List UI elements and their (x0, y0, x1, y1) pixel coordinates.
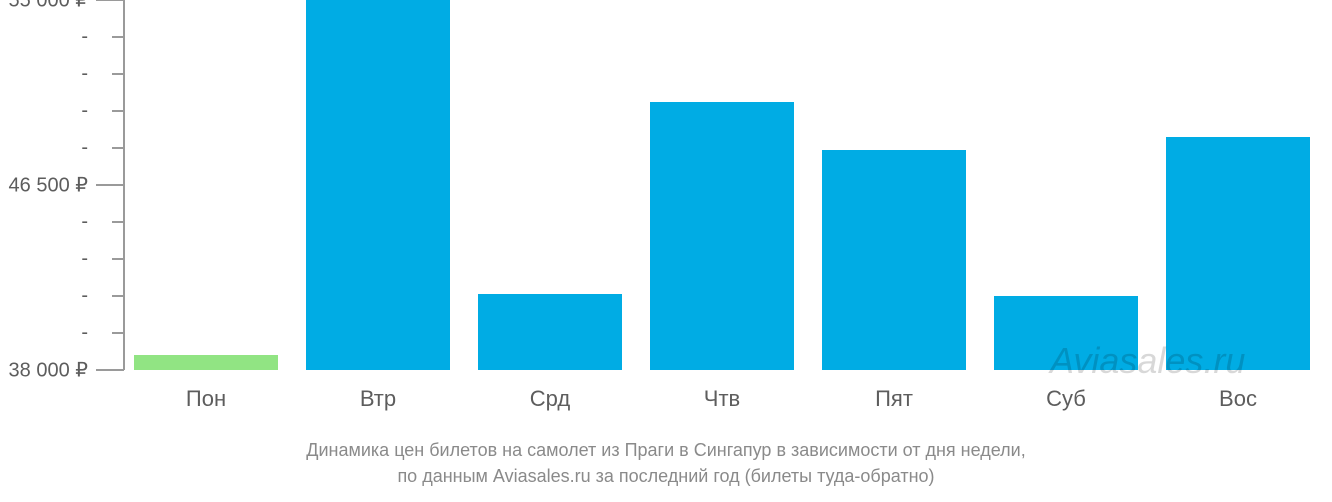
chart-caption-line1: Динамика цен билетов на самолет из Праги… (0, 440, 1332, 461)
x-label-Пят: Пят (875, 386, 913, 412)
y-minor-tick (112, 110, 124, 112)
y-minor-tick (112, 295, 124, 297)
x-label-Втр: Втр (360, 386, 396, 412)
chart-caption-line2: по данным Aviasales.ru за последний год … (0, 466, 1332, 487)
bar-Втр (306, 0, 450, 370)
y-major-tick (96, 184, 124, 186)
y-minor-label: - (81, 26, 88, 49)
x-label-Чтв: Чтв (704, 386, 740, 412)
x-label-Суб: Суб (1046, 386, 1086, 412)
y-tick-label: 38 000 ₽ (9, 358, 88, 383)
price-by-weekday-chart: 38 000 ₽ 46 500 ₽ 55 000 ₽ - - - - - - - - Пон Втр С… (0, 0, 1332, 502)
y-minor-label: - (81, 211, 88, 234)
y-minor-tick (112, 36, 124, 38)
x-label-Вос: Вос (1219, 386, 1257, 412)
y-minor-label: - (81, 285, 88, 308)
y-tick-label: 55 000 ₽ (9, 0, 88, 13)
x-label-Срд: Срд (530, 386, 570, 412)
y-minor-label: - (81, 248, 88, 271)
y-minor-label: - (81, 322, 88, 345)
bar-Чтв (650, 102, 794, 370)
bar-Вос (1166, 137, 1310, 370)
y-minor-tick (112, 221, 124, 223)
y-minor-tick (112, 147, 124, 149)
y-minor-tick (112, 73, 124, 75)
bar-Пят (822, 150, 966, 370)
y-minor-label: - (81, 137, 88, 160)
y-minor-tick (112, 332, 124, 334)
bar-Срд (478, 294, 622, 370)
y-tick-label: 46 500 ₽ (9, 173, 88, 198)
y-minor-label: - (81, 63, 88, 86)
y-minor-label: - (81, 100, 88, 123)
y-major-tick (96, 0, 124, 1)
bar-Суб (994, 296, 1138, 370)
x-label-Пон: Пон (186, 386, 226, 412)
bar-Пон (134, 355, 278, 370)
y-major-tick (96, 369, 124, 371)
y-minor-tick (112, 258, 124, 260)
